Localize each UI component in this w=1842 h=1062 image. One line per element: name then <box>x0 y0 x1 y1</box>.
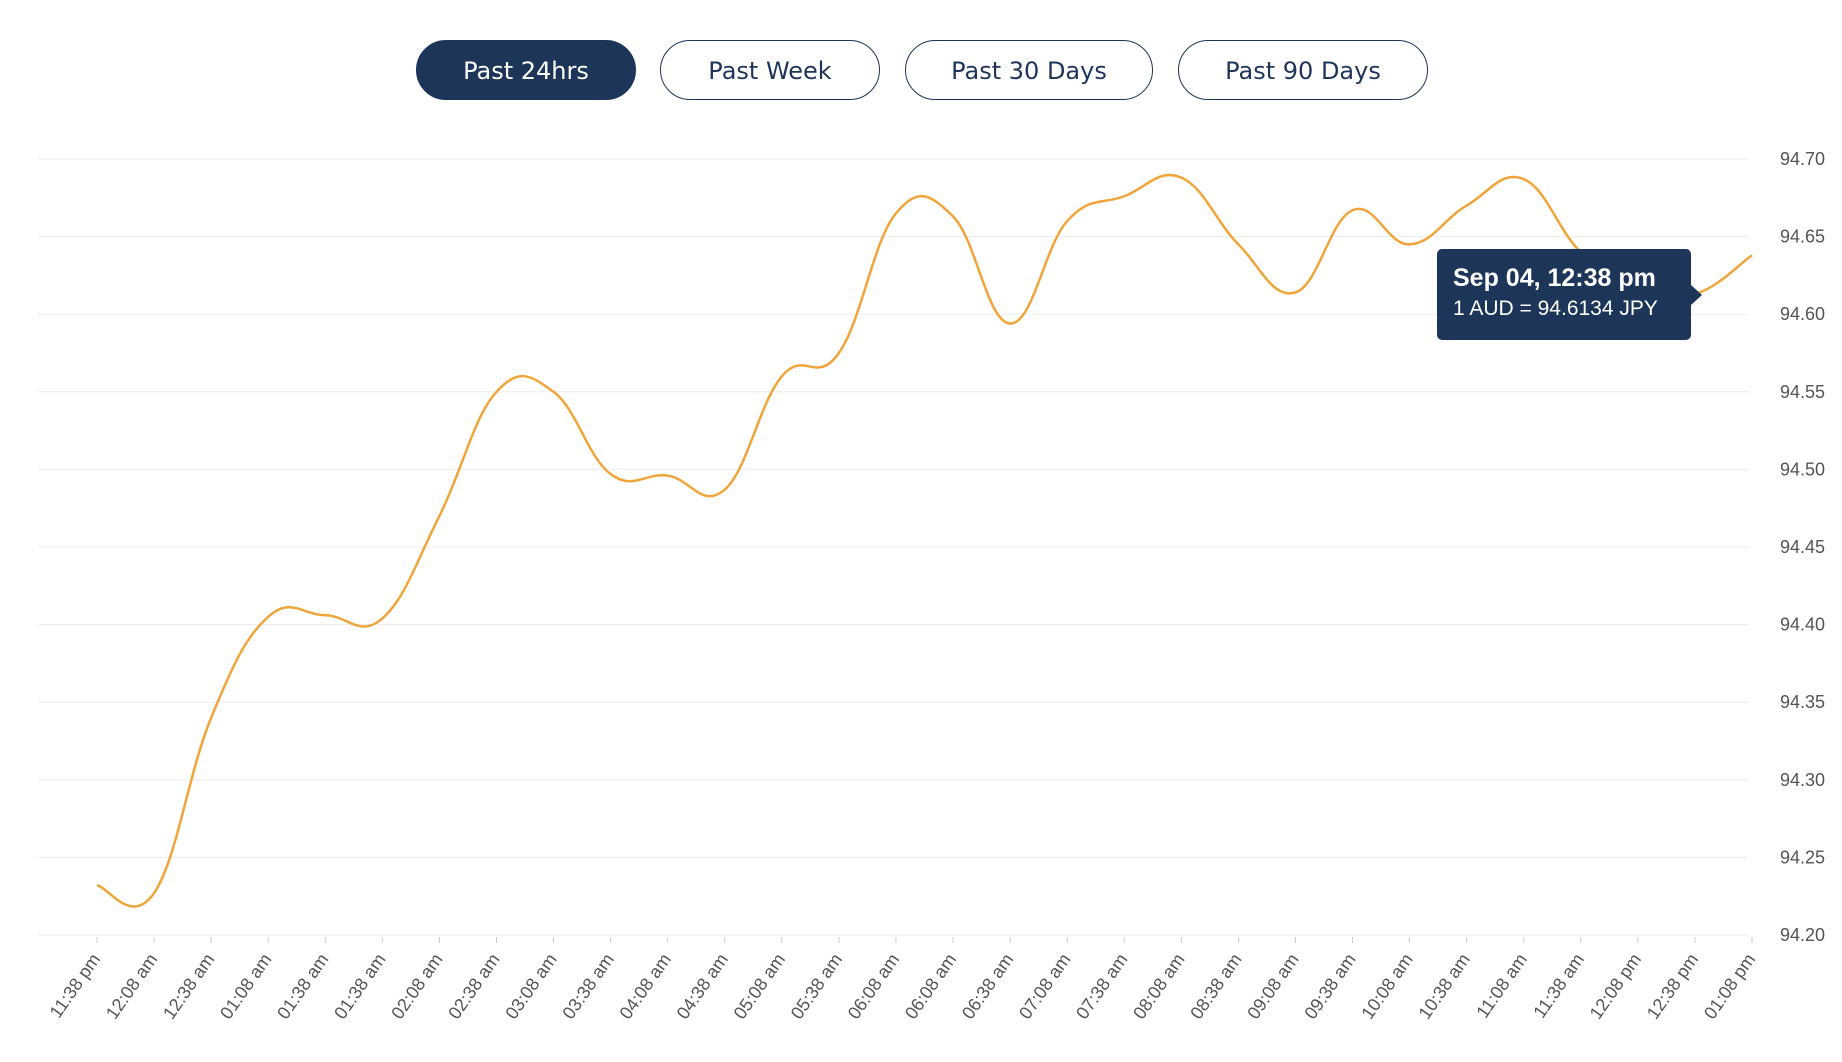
range-tabs: Past 24hrs Past Week Past 30 Days Past 9… <box>0 40 1842 102</box>
y-tick-label: 94.35 <box>1780 692 1825 712</box>
tab-past-30-days[interactable]: Past 30 Days <box>905 40 1153 100</box>
data-point[interactable] <box>1291 288 1299 296</box>
y-tick-label: 94.20 <box>1780 925 1825 945</box>
data-point[interactable] <box>150 889 158 897</box>
x-tick-label: 01:38 am <box>273 950 332 1023</box>
data-point[interactable] <box>892 209 900 217</box>
series-line <box>96 173 1753 908</box>
x-tick-label: 07:38 am <box>1072 950 1131 1023</box>
data-point[interactable] <box>1063 217 1071 225</box>
x-tick-label: 05:08 am <box>730 950 789 1023</box>
x-tick-label: 11:38 pm <box>46 950 105 1022</box>
data-point[interactable] <box>607 470 615 478</box>
data-point[interactable] <box>721 486 729 494</box>
data-point[interactable] <box>1006 320 1014 328</box>
tooltip-value: 1 AUD = 94.6134 JPY <box>1453 297 1658 320</box>
x-tick-label: 02:38 am <box>444 950 503 1023</box>
x-tick-label: 07:08 am <box>1015 950 1074 1023</box>
x-tick-label: 06:38 am <box>958 950 1017 1023</box>
x-tick-label: 10:38 am <box>1414 950 1473 1023</box>
x-tick-label: 11:38 am <box>1529 950 1588 1022</box>
x-tick-label: 12:08 am <box>102 950 161 1023</box>
x-tick-label: 02:08 am <box>387 950 446 1023</box>
data-point[interactable] <box>778 372 786 380</box>
data-point[interactable] <box>492 388 500 396</box>
data-point[interactable] <box>550 388 558 396</box>
y-axis-ticks: 94.70 94.65 94.60 94.55 94.50 94.45 94.40 94.35… <box>1780 149 1825 945</box>
x-tick-label: 12:08 pm <box>1586 950 1645 1023</box>
y-tick-label: 94.65 <box>1780 227 1825 247</box>
x-tick-label: 04:38 am <box>673 950 732 1023</box>
y-tick-label: 94.30 <box>1780 770 1825 790</box>
data-point[interactable] <box>1463 202 1471 210</box>
data-point[interactable] <box>1748 251 1756 259</box>
x-tick-label: 09:38 am <box>1300 950 1359 1023</box>
y-tick-label: 94.55 <box>1780 382 1825 402</box>
x-tick-label: 08:08 am <box>1129 950 1188 1023</box>
data-point[interactable] <box>378 614 386 622</box>
x-tick-label: 03:08 am <box>501 950 560 1023</box>
x-tick-label: 01:08 pm <box>1700 950 1759 1023</box>
data-point[interactable] <box>93 881 101 889</box>
data-point[interactable] <box>949 212 957 220</box>
data-point[interactable] <box>435 512 443 520</box>
y-tick-label: 94.40 <box>1780 615 1825 635</box>
x-tick-label: 06:08 am <box>901 950 960 1023</box>
data-point[interactable] <box>1520 175 1528 183</box>
series-layer <box>96 173 1753 908</box>
tooltip-title: Sep 04, 12:38 pm <box>1453 264 1656 292</box>
x-tick-label: 04:08 am <box>616 950 675 1023</box>
grid-lines <box>38 158 1748 936</box>
data-point[interactable] <box>264 613 272 621</box>
y-tick-label: 94.50 <box>1780 459 1825 479</box>
y-tick-label: 94.45 <box>1780 537 1825 557</box>
x-tick-label: 08:38 am <box>1186 950 1245 1023</box>
y-tick-label: 94.60 <box>1780 304 1825 324</box>
rate-tooltip: Sep 04, 12:38 pm 1 AUD = 94.6134 JPY <box>1437 249 1702 340</box>
tab-past-24hrs[interactable]: Past 24hrs <box>416 40 636 100</box>
tab-past-90-days[interactable]: Past 90 Days <box>1178 40 1428 100</box>
x-tick-label: 01:08 am <box>216 950 275 1023</box>
x-tick-label: 12:38 pm <box>1643 950 1702 1023</box>
x-tick-label: 06:08 am <box>844 950 903 1023</box>
data-point[interactable] <box>321 611 329 619</box>
x-tick-label: 09:08 am <box>1243 950 1302 1023</box>
data-point[interactable] <box>1120 192 1128 200</box>
x-tick-label: 03:38 am <box>558 950 617 1023</box>
x-tick-label: 01:38 am <box>330 950 389 1023</box>
data-point[interactable] <box>1349 206 1357 214</box>
x-tick-label: 05:38 am <box>787 950 846 1023</box>
data-point[interactable] <box>835 349 843 357</box>
x-tick-label: 10:08 am <box>1357 950 1416 1023</box>
y-tick-label: 94.70 <box>1780 149 1825 169</box>
x-tick-label: 11:08 am <box>1472 950 1531 1022</box>
tab-past-week[interactable]: Past Week <box>660 40 880 100</box>
data-point[interactable] <box>1234 240 1242 248</box>
data-point[interactable] <box>1177 174 1185 182</box>
data-point[interactable] <box>1406 240 1414 248</box>
y-tick-label: 94.25 <box>1780 847 1825 867</box>
x-tick-label: 12:38 am <box>159 950 218 1023</box>
data-point[interactable] <box>207 714 215 722</box>
data-point[interactable] <box>664 472 672 480</box>
